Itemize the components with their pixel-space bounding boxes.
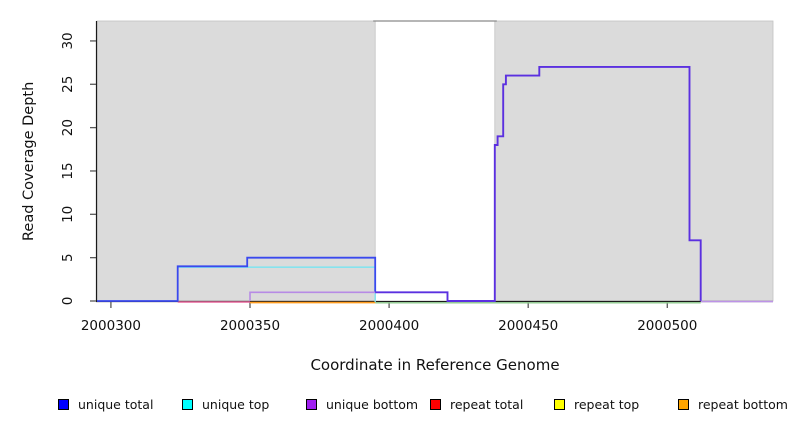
y-tick-label: 0	[60, 297, 76, 306]
series-line	[375, 65, 702, 302]
legend-label: repeat top	[574, 397, 640, 412]
series-line	[249, 291, 376, 301]
shaded-regions	[96, 20, 774, 302]
x-tick-label: 2000350	[220, 318, 280, 334]
y-tick-label: 10	[60, 206, 76, 223]
unique-bottom-swatch-icon	[306, 399, 317, 410]
x-tick-label: 2000400	[359, 318, 419, 334]
legend-item-unique-total: unique total	[52, 397, 176, 412]
legend-item-unique-top: unique top	[176, 397, 300, 412]
series-unique-bottom	[249, 65, 773, 303]
repeat-bottom-swatch-icon	[678, 399, 689, 410]
unique-top-swatch-icon	[182, 399, 193, 410]
legend-label: unique top	[202, 397, 270, 412]
y-axis-label: Read Coverage Depth	[21, 81, 37, 241]
unique-total-swatch-icon	[58, 399, 69, 410]
legend-item-repeat-total: repeat total	[424, 397, 548, 412]
y-ticks: 0 5 10 15 20 25 30	[60, 32, 96, 305]
legend-label: unique total	[78, 397, 154, 412]
y-tick-label: 30	[60, 32, 76, 49]
y-tick-label: 15	[60, 162, 76, 179]
legend-label: repeat bottom	[698, 397, 788, 412]
x-ticks: 2000300 2000350 2000400 2000450 2000500	[81, 302, 697, 334]
x-tick-label: 2000500	[637, 318, 697, 334]
repeat-total-swatch-icon	[430, 399, 441, 410]
y-tick-label: 25	[60, 76, 76, 93]
x-tick-label: 2000450	[498, 318, 558, 334]
coverage-plot-canvas: 2000300 2000350 2000400 2000450 2000500 0 5 10 1…	[60, 20, 774, 334]
legend: unique total unique top unique bottom re…	[52, 397, 792, 412]
legend-label: unique bottom	[326, 397, 419, 412]
repeat-top-swatch-icon	[554, 399, 565, 410]
legend-label: repeat total	[450, 397, 524, 412]
y-tick-label: 20	[60, 119, 76, 136]
series-unique-total	[97, 256, 377, 302]
x-axis-label: Coordinate in Reference Genome	[310, 356, 560, 374]
legend-item-repeat-bottom: repeat bottom	[672, 397, 792, 412]
legend-item-unique-bottom: unique bottom	[300, 397, 424, 412]
shaded-region	[494, 20, 774, 302]
shaded-region	[96, 20, 376, 302]
legend-item-repeat-top: repeat top	[548, 397, 672, 412]
x-tick-label: 2000300	[81, 318, 141, 334]
y-tick-label: 5	[60, 253, 76, 262]
series-line	[97, 256, 377, 302]
